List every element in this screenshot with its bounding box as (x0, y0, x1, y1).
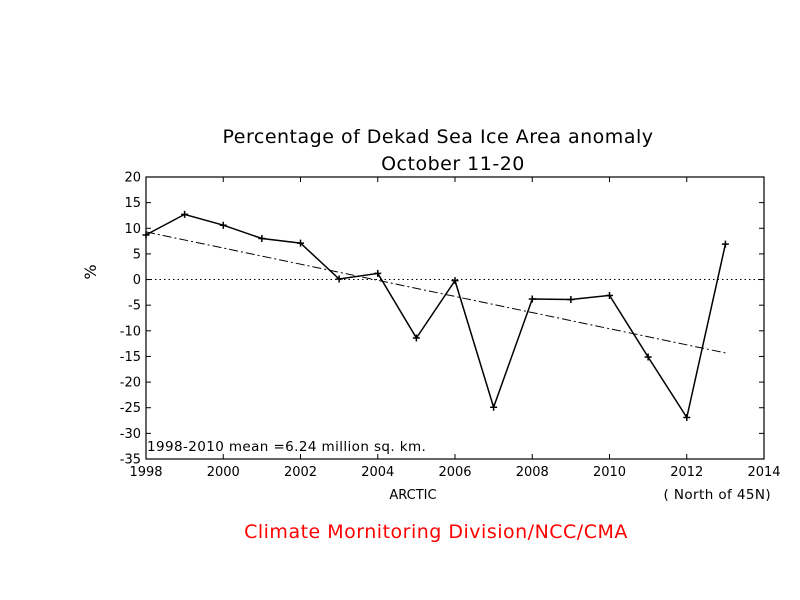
y-tick-label: 15 (124, 196, 141, 211)
chart-title: Percentage of Dekad Sea Ice Area anomaly (223, 126, 654, 148)
y-tick-label: 20 (124, 171, 141, 186)
data-point (644, 353, 652, 361)
x-tick-label: 2004 (361, 465, 394, 480)
y-tick-label: -5 (128, 299, 141, 314)
data-point (219, 221, 227, 229)
data-point (374, 269, 382, 277)
x-tick-label: 2006 (438, 465, 471, 480)
y-tick-label: -15 (120, 350, 141, 365)
data-point (335, 275, 343, 283)
trend-line (145, 231, 726, 354)
y-tick-label: -30 (120, 427, 141, 442)
data-point (721, 240, 729, 248)
x-tick-label: 2012 (670, 465, 703, 480)
data-point (683, 413, 691, 421)
y-tick-label: 10 (124, 222, 141, 237)
anomaly-line (145, 213, 727, 420)
x-tick-label: 2008 (516, 465, 549, 480)
data-point (606, 291, 613, 299)
data-point (258, 235, 266, 243)
data-point (142, 231, 150, 239)
y-tick-label: -20 (120, 376, 141, 391)
data-point (451, 277, 459, 285)
data-point (528, 295, 536, 303)
plot-frame (145, 176, 765, 460)
region-label: ARCTIC (389, 488, 436, 503)
extent-label: ( North of 45N) (664, 487, 771, 503)
y-tick-label: -10 (120, 324, 141, 339)
data-point (297, 239, 304, 247)
y-tick-label: -25 (120, 401, 141, 416)
x-tick-label: 2014 (747, 465, 780, 480)
y-axis-label: % (81, 264, 100, 279)
mean-annotation: 1998-2010 mean =6.24 million sq. km. (147, 439, 426, 455)
data-point (412, 334, 420, 342)
x-tick-label: 2000 (207, 465, 240, 480)
chart-subtitle: October 11-20 (381, 153, 525, 175)
data-point (181, 210, 189, 218)
x-tick-label: 1998 (129, 465, 162, 480)
footer-credit: Climate Mornitoring Division/NCC/CMA (244, 521, 628, 543)
data-point (490, 403, 498, 411)
data-point (567, 296, 575, 304)
x-tick-label: 2010 (593, 465, 626, 480)
x-tick-label: 2002 (284, 465, 317, 480)
y-tick-label: 5 (133, 247, 141, 262)
y-tick-label: 0 (133, 273, 141, 288)
y-tick-label: -35 (120, 453, 141, 468)
